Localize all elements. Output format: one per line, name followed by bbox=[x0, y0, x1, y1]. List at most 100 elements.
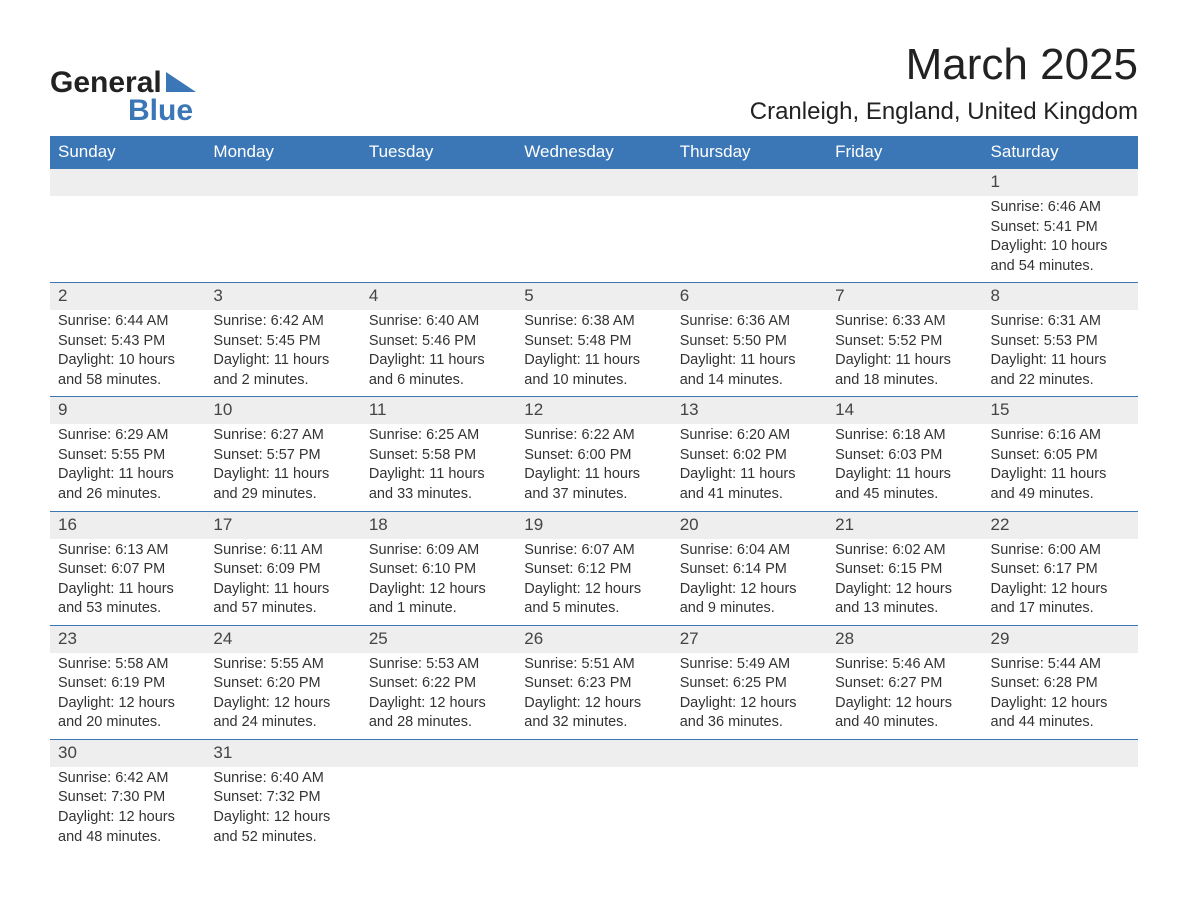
day-number: 26 bbox=[516, 625, 671, 652]
sunset-text: Sunset: 6:00 PM bbox=[524, 446, 663, 466]
daylight-text: Daylight: 12 hours and 28 minutes. bbox=[369, 694, 508, 733]
weekday-header: Tuesday bbox=[361, 136, 516, 169]
day-detail bbox=[827, 196, 982, 283]
day-detail bbox=[983, 767, 1138, 853]
day-number: 18 bbox=[361, 511, 516, 538]
sunrise-text: Sunrise: 6:40 AM bbox=[369, 312, 508, 332]
daylight-text: Daylight: 12 hours and 36 minutes. bbox=[680, 694, 819, 733]
day-number: 10 bbox=[205, 397, 360, 424]
day-number: 17 bbox=[205, 511, 360, 538]
sunrise-text: Sunrise: 6:46 AM bbox=[991, 198, 1130, 218]
daynum-row: 23242526272829 bbox=[50, 625, 1138, 652]
sunset-text: Sunset: 6:27 PM bbox=[835, 674, 974, 694]
daylight-text: Daylight: 11 hours and 14 minutes. bbox=[680, 351, 819, 390]
sunset-text: Sunset: 5:41 PM bbox=[991, 218, 1130, 238]
detail-row: Sunrise: 6:29 AMSunset: 5:55 PMDaylight:… bbox=[50, 424, 1138, 511]
sunrise-text: Sunrise: 6:25 AM bbox=[369, 426, 508, 446]
sunrise-text: Sunrise: 6:18 AM bbox=[835, 426, 974, 446]
sunrise-text: Sunrise: 6:36 AM bbox=[680, 312, 819, 332]
day-number: 31 bbox=[205, 739, 360, 766]
sunset-text: Sunset: 5:53 PM bbox=[991, 332, 1130, 352]
sunrise-text: Sunrise: 5:58 AM bbox=[58, 655, 197, 675]
daynum-row: 16171819202122 bbox=[50, 511, 1138, 538]
logo-text-bottom: Blue bbox=[128, 96, 196, 126]
sunset-text: Sunset: 6:14 PM bbox=[680, 560, 819, 580]
day-number: 25 bbox=[361, 625, 516, 652]
sunset-text: Sunset: 6:17 PM bbox=[991, 560, 1130, 580]
day-detail: Sunrise: 6:40 AMSunset: 7:32 PMDaylight:… bbox=[205, 767, 360, 853]
day-detail: Sunrise: 6:44 AMSunset: 5:43 PMDaylight:… bbox=[50, 310, 205, 397]
daylight-text: Daylight: 11 hours and 41 minutes. bbox=[680, 465, 819, 504]
day-detail: Sunrise: 6:42 AMSunset: 7:30 PMDaylight:… bbox=[50, 767, 205, 853]
sunrise-text: Sunrise: 6:31 AM bbox=[991, 312, 1130, 332]
day-detail bbox=[672, 767, 827, 853]
day-detail: Sunrise: 6:38 AMSunset: 5:48 PMDaylight:… bbox=[516, 310, 671, 397]
day-number: 24 bbox=[205, 625, 360, 652]
day-detail: Sunrise: 5:44 AMSunset: 6:28 PMDaylight:… bbox=[983, 653, 1138, 740]
day-number bbox=[205, 169, 360, 196]
day-number bbox=[827, 739, 982, 766]
weekday-header: Wednesday bbox=[516, 136, 671, 169]
sunset-text: Sunset: 5:58 PM bbox=[369, 446, 508, 466]
daylight-text: Daylight: 11 hours and 37 minutes. bbox=[524, 465, 663, 504]
sunset-text: Sunset: 6:02 PM bbox=[680, 446, 819, 466]
day-detail: Sunrise: 6:36 AMSunset: 5:50 PMDaylight:… bbox=[672, 310, 827, 397]
day-number: 30 bbox=[50, 739, 205, 766]
day-detail: Sunrise: 6:11 AMSunset: 6:09 PMDaylight:… bbox=[205, 539, 360, 626]
day-detail: Sunrise: 6:09 AMSunset: 6:10 PMDaylight:… bbox=[361, 539, 516, 626]
daylight-text: Daylight: 12 hours and 5 minutes. bbox=[524, 580, 663, 619]
day-number: 2 bbox=[50, 283, 205, 310]
day-detail: Sunrise: 6:04 AMSunset: 6:14 PMDaylight:… bbox=[672, 539, 827, 626]
daylight-text: Daylight: 11 hours and 6 minutes. bbox=[369, 351, 508, 390]
sunrise-text: Sunrise: 6:38 AM bbox=[524, 312, 663, 332]
sunrise-text: Sunrise: 6:16 AM bbox=[991, 426, 1130, 446]
daylight-text: Daylight: 11 hours and 49 minutes. bbox=[991, 465, 1130, 504]
day-number bbox=[983, 739, 1138, 766]
sunrise-text: Sunrise: 6:27 AM bbox=[213, 426, 352, 446]
day-number: 15 bbox=[983, 397, 1138, 424]
weekday-header: Sunday bbox=[50, 136, 205, 169]
sunset-text: Sunset: 6:07 PM bbox=[58, 560, 197, 580]
sunset-text: Sunset: 5:48 PM bbox=[524, 332, 663, 352]
daylight-text: Daylight: 11 hours and 18 minutes. bbox=[835, 351, 974, 390]
daylight-text: Daylight: 12 hours and 48 minutes. bbox=[58, 808, 197, 847]
sunset-text: Sunset: 5:57 PM bbox=[213, 446, 352, 466]
detail-row: Sunrise: 6:13 AMSunset: 6:07 PMDaylight:… bbox=[50, 539, 1138, 626]
detail-row: Sunrise: 6:46 AMSunset: 5:41 PMDaylight:… bbox=[50, 196, 1138, 283]
daylight-text: Daylight: 11 hours and 2 minutes. bbox=[213, 351, 352, 390]
sunset-text: Sunset: 6:28 PM bbox=[991, 674, 1130, 694]
day-number: 5 bbox=[516, 283, 671, 310]
sunrise-text: Sunrise: 6:07 AM bbox=[524, 541, 663, 561]
day-number: 6 bbox=[672, 283, 827, 310]
daylight-text: Daylight: 11 hours and 45 minutes. bbox=[835, 465, 974, 504]
sunrise-text: Sunrise: 5:44 AM bbox=[991, 655, 1130, 675]
daylight-text: Daylight: 12 hours and 40 minutes. bbox=[835, 694, 974, 733]
daynum-row: 1 bbox=[50, 169, 1138, 196]
day-detail: Sunrise: 5:46 AMSunset: 6:27 PMDaylight:… bbox=[827, 653, 982, 740]
sunrise-text: Sunrise: 6:42 AM bbox=[58, 769, 197, 789]
day-number bbox=[516, 169, 671, 196]
day-detail: Sunrise: 6:29 AMSunset: 5:55 PMDaylight:… bbox=[50, 424, 205, 511]
sunrise-text: Sunrise: 6:44 AM bbox=[58, 312, 197, 332]
title-month: March 2025 bbox=[750, 40, 1138, 90]
daylight-text: Daylight: 10 hours and 58 minutes. bbox=[58, 351, 197, 390]
sunrise-text: Sunrise: 6:09 AM bbox=[369, 541, 508, 561]
day-detail bbox=[361, 767, 516, 853]
day-number: 14 bbox=[827, 397, 982, 424]
daylight-text: Daylight: 11 hours and 53 minutes. bbox=[58, 580, 197, 619]
day-number: 19 bbox=[516, 511, 671, 538]
daylight-text: Daylight: 11 hours and 10 minutes. bbox=[524, 351, 663, 390]
sunset-text: Sunset: 5:46 PM bbox=[369, 332, 508, 352]
day-number: 4 bbox=[361, 283, 516, 310]
day-number: 23 bbox=[50, 625, 205, 652]
daylight-text: Daylight: 12 hours and 32 minutes. bbox=[524, 694, 663, 733]
day-detail: Sunrise: 6:31 AMSunset: 5:53 PMDaylight:… bbox=[983, 310, 1138, 397]
day-detail: Sunrise: 6:46 AMSunset: 5:41 PMDaylight:… bbox=[983, 196, 1138, 283]
daylight-text: Daylight: 11 hours and 29 minutes. bbox=[213, 465, 352, 504]
day-detail: Sunrise: 6:13 AMSunset: 6:07 PMDaylight:… bbox=[50, 539, 205, 626]
sunset-text: Sunset: 6:10 PM bbox=[369, 560, 508, 580]
day-number bbox=[50, 169, 205, 196]
daylight-text: Daylight: 12 hours and 52 minutes. bbox=[213, 808, 352, 847]
day-detail: Sunrise: 5:58 AMSunset: 6:19 PMDaylight:… bbox=[50, 653, 205, 740]
day-detail bbox=[516, 767, 671, 853]
